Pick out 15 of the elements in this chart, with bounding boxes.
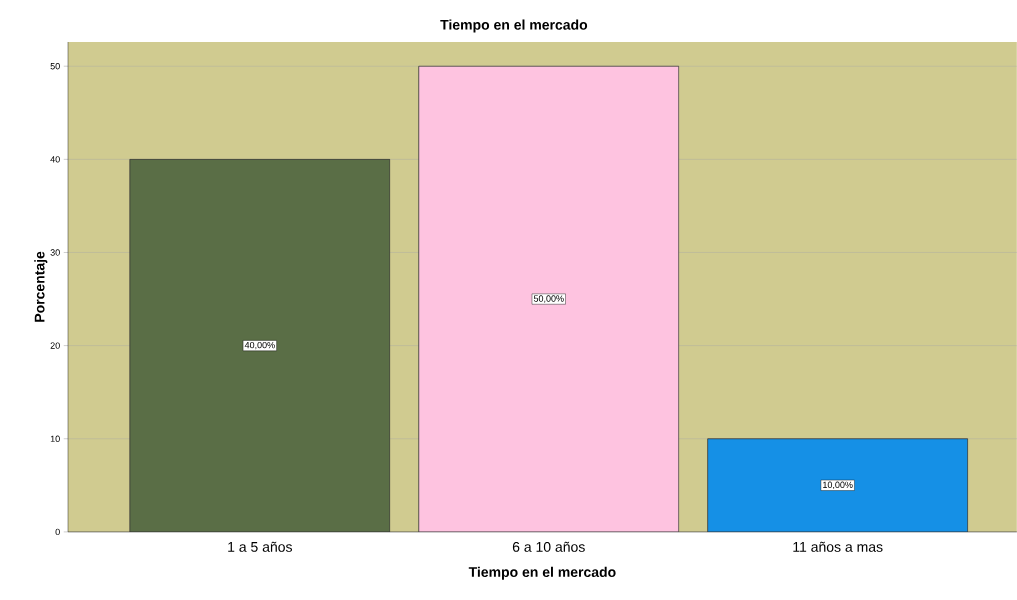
y-axis-title: Porcentaje [34, 251, 48, 322]
y-tick-label: 30 [50, 249, 60, 256]
chart-title: Tiempo en el mercado [440, 19, 588, 33]
y-tick-label: 0 [55, 528, 60, 536]
y-tick-label: 10 [50, 435, 60, 443]
x-tick-label: 6 a 10 años [512, 541, 585, 552]
y-tick-label: 50 [50, 63, 60, 70]
x-tick-label: 11 años a mas [793, 541, 883, 552]
data-label: 50,00% [533, 295, 564, 303]
y-tick-label: 40 [50, 156, 60, 163]
data-label: 10,00% [823, 481, 853, 490]
y-tick-label: 20 [50, 342, 60, 349]
x-tick-label: 1 a 5 años [228, 541, 292, 552]
data-label: 40,00% [244, 341, 275, 350]
x-axis-title: Tiempo en el mercado [468, 566, 616, 580]
